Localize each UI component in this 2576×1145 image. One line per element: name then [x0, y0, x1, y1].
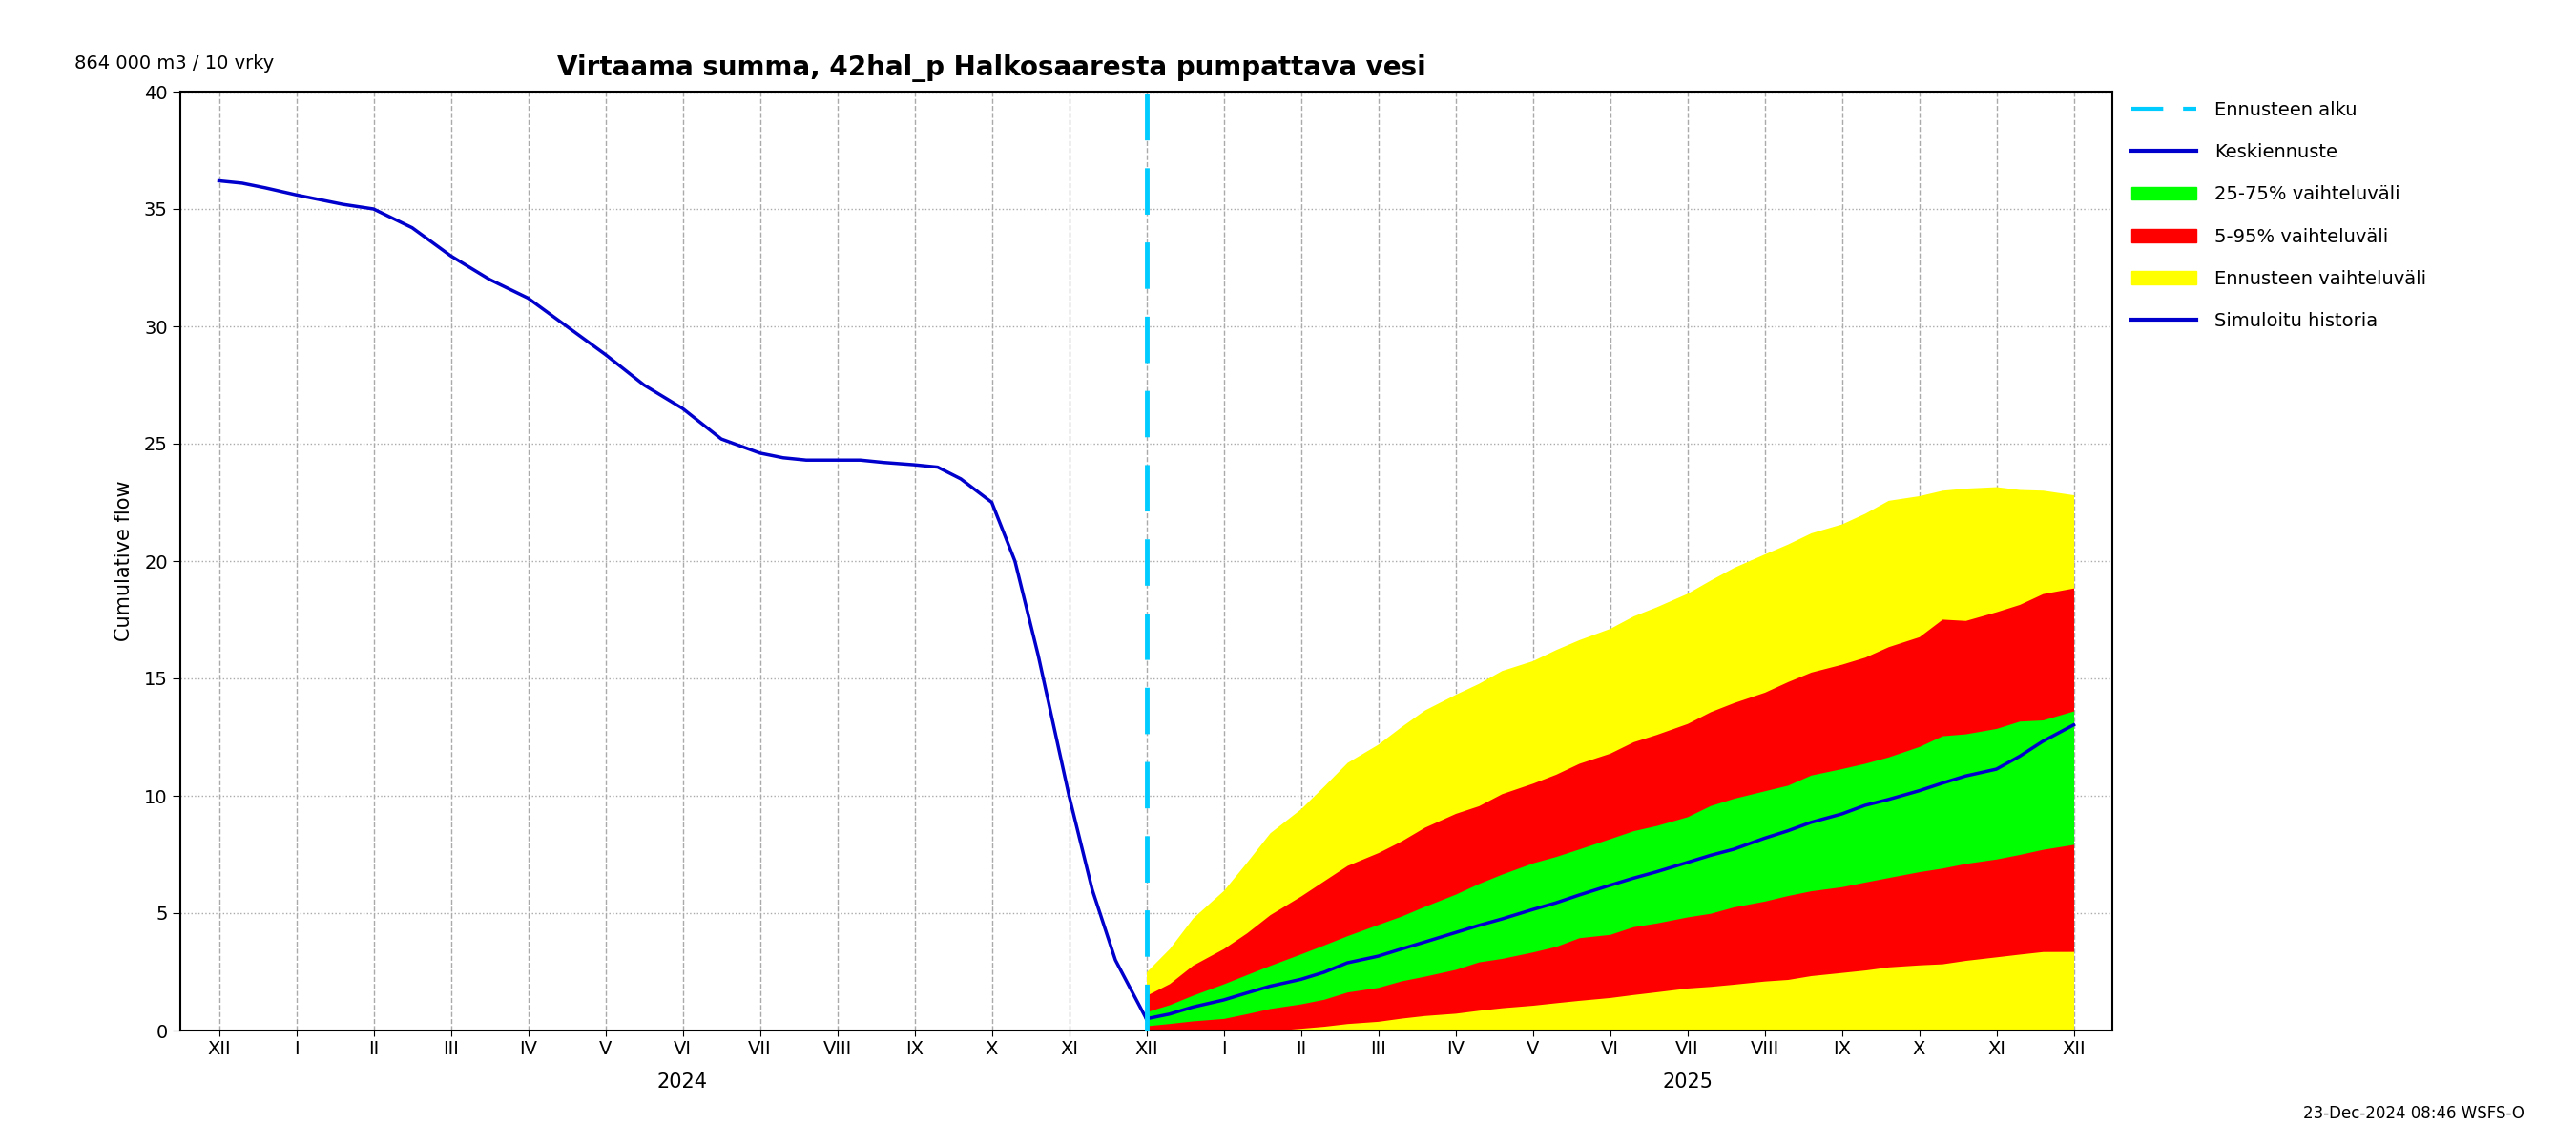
Text: 2025: 2025	[1662, 1073, 1713, 1092]
Text: 864 000 m3 / 10 vrky: 864 000 m3 / 10 vrky	[75, 55, 273, 73]
Legend: Ennusteen alku, Keskiennuste, 25-75% vaihteluväli, 5-95% vaihteluväli, Ennusteen: Ennusteen alku, Keskiennuste, 25-75% vai…	[2130, 101, 2427, 330]
Y-axis label: Cumulative flow: Cumulative flow	[113, 481, 134, 641]
Text: 2024: 2024	[657, 1073, 708, 1092]
Text: 23-Dec-2024 08:46 WSFS-O: 23-Dec-2024 08:46 WSFS-O	[2303, 1105, 2524, 1122]
Title: Virtaama summa, 42hal_p Halkosaaresta pumpattava vesi: Virtaama summa, 42hal_p Halkosaaresta pu…	[556, 55, 1427, 82]
